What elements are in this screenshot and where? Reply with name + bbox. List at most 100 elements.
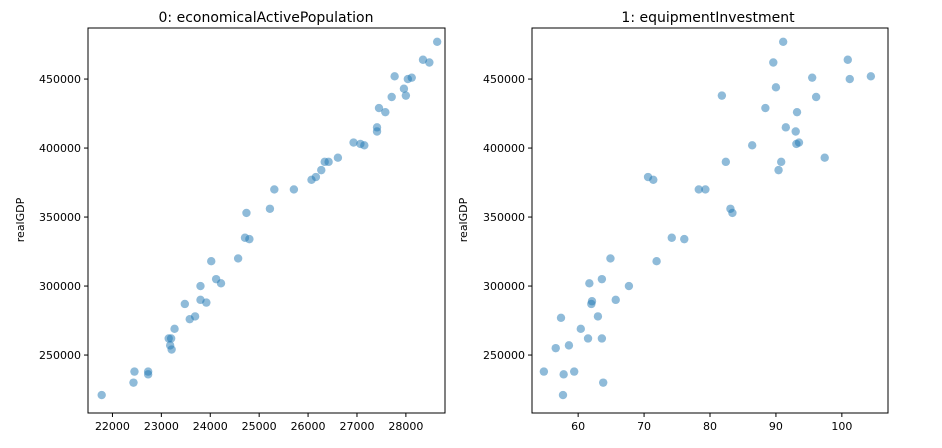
scatter-point [747, 141, 757, 150]
x-tick-label: 26000 [291, 420, 326, 433]
scatter-point [390, 72, 399, 81]
scatter-point [667, 233, 676, 242]
scatter-point [807, 73, 817, 82]
scatter-point [432, 37, 442, 46]
scatter-point [717, 91, 727, 100]
x-tick-label: 80 [703, 420, 717, 433]
scatter-point [317, 165, 326, 175]
scatter-point [333, 153, 343, 162]
scatter-point [360, 141, 369, 150]
scatter-point [583, 334, 593, 343]
scatter-point [233, 254, 243, 263]
scatter-point [324, 157, 333, 167]
scatter-point [311, 172, 321, 182]
scatter-point [761, 103, 770, 113]
x-tick-label: 100 [831, 420, 852, 433]
x-tick-label: 28000 [388, 420, 423, 433]
scatter-point [196, 281, 205, 291]
scatter-point [270, 185, 279, 194]
scatter-point [180, 299, 190, 309]
scatter-point [843, 55, 852, 64]
scatter-point [564, 341, 574, 350]
scatter-point [381, 107, 390, 117]
axis-ticks: 22000 23000 24000 25000 26000 27000 28000 25000… [39, 73, 423, 433]
scatter-point [374, 103, 384, 113]
scatter-point [791, 127, 800, 136]
scatter-point [245, 234, 254, 244]
y-tick-label: 250000 [39, 349, 81, 362]
scatter-point [811, 92, 821, 102]
scatter-point [556, 313, 566, 322]
y-tick-label: 300000 [483, 280, 525, 293]
scatter-point [597, 334, 607, 343]
x-tick-label: 90 [769, 420, 783, 433]
scatter-point [558, 390, 568, 400]
scatter-point [207, 257, 216, 266]
scatter-point [407, 73, 416, 82]
x-tick-label: 23000 [144, 420, 179, 433]
scatter-point [129, 378, 138, 387]
x-tick-label: 24000 [193, 420, 228, 433]
scatter-point [845, 74, 854, 84]
y-tick-label: 450000 [39, 73, 81, 86]
scatter-point [728, 208, 737, 218]
scatter-point [769, 58, 778, 67]
scatter-point [387, 92, 396, 102]
scatter-point [569, 367, 579, 376]
scatter-point [652, 257, 661, 266]
scatter-point [167, 345, 176, 354]
scatter-point [599, 378, 608, 387]
scatter-point [349, 138, 358, 147]
chart-title: 1: equipmentInvestment [621, 10, 795, 26]
scatter-point [216, 279, 226, 288]
scatter-point [170, 324, 179, 334]
scatter-point [587, 297, 597, 306]
scatter-point [680, 234, 689, 244]
x-tick-label: 22000 [95, 420, 130, 433]
y-tick-label: 350000 [39, 211, 81, 224]
scatter-point [593, 312, 603, 321]
scatter-point [576, 324, 585, 334]
scatter-point [130, 367, 139, 376]
scatter-point [585, 279, 594, 288]
scatter-point [611, 295, 620, 305]
scatter-point [265, 204, 275, 213]
scatter-point [425, 58, 434, 67]
scatter-point [781, 123, 791, 132]
scatter-point [794, 138, 804, 147]
scatter-points [539, 37, 876, 400]
y-tick-label: 450000 [483, 73, 525, 86]
scatter-point [190, 312, 200, 321]
plot-frame [87, 27, 446, 414]
scatter-points [97, 37, 442, 400]
scatter-point [97, 390, 106, 400]
x-tick-label: 27000 [339, 420, 374, 433]
scatter-point [401, 91, 411, 100]
scatter-point [399, 84, 409, 93]
scatter-point [701, 185, 710, 194]
scatter-point [694, 185, 703, 194]
scatter-point [792, 107, 802, 117]
x-tick-label: 25000 [242, 420, 277, 433]
chart-title: 0: economicalActivePopulation [159, 10, 374, 26]
scatter-point [551, 343, 560, 353]
scatter-point [777, 157, 786, 167]
y-tick-label: 250000 [483, 349, 525, 362]
scatter-point [418, 55, 428, 64]
scatter-point [820, 153, 829, 162]
scatter-point [202, 298, 211, 307]
scatter-point [649, 175, 658, 184]
scatter-point [597, 274, 607, 284]
scatter-point [289, 185, 299, 194]
scatter-point [559, 370, 568, 379]
scatter-point [866, 72, 876, 81]
scatter-point [721, 157, 731, 167]
x-tick-label: 60 [571, 420, 585, 433]
scatter-point [624, 281, 634, 291]
y-tick-label: 400000 [39, 142, 81, 155]
scatter-point [606, 254, 615, 263]
scatter-panel-economical-active-population: 0: economicalActivePopulation realGDP 22… [14, 10, 446, 433]
scatter-point [242, 208, 251, 218]
axis-ticks: 60 70 80 90 100 250000 300000 350000 400000 45000… [483, 73, 852, 433]
x-tick-label: 70 [637, 420, 651, 433]
